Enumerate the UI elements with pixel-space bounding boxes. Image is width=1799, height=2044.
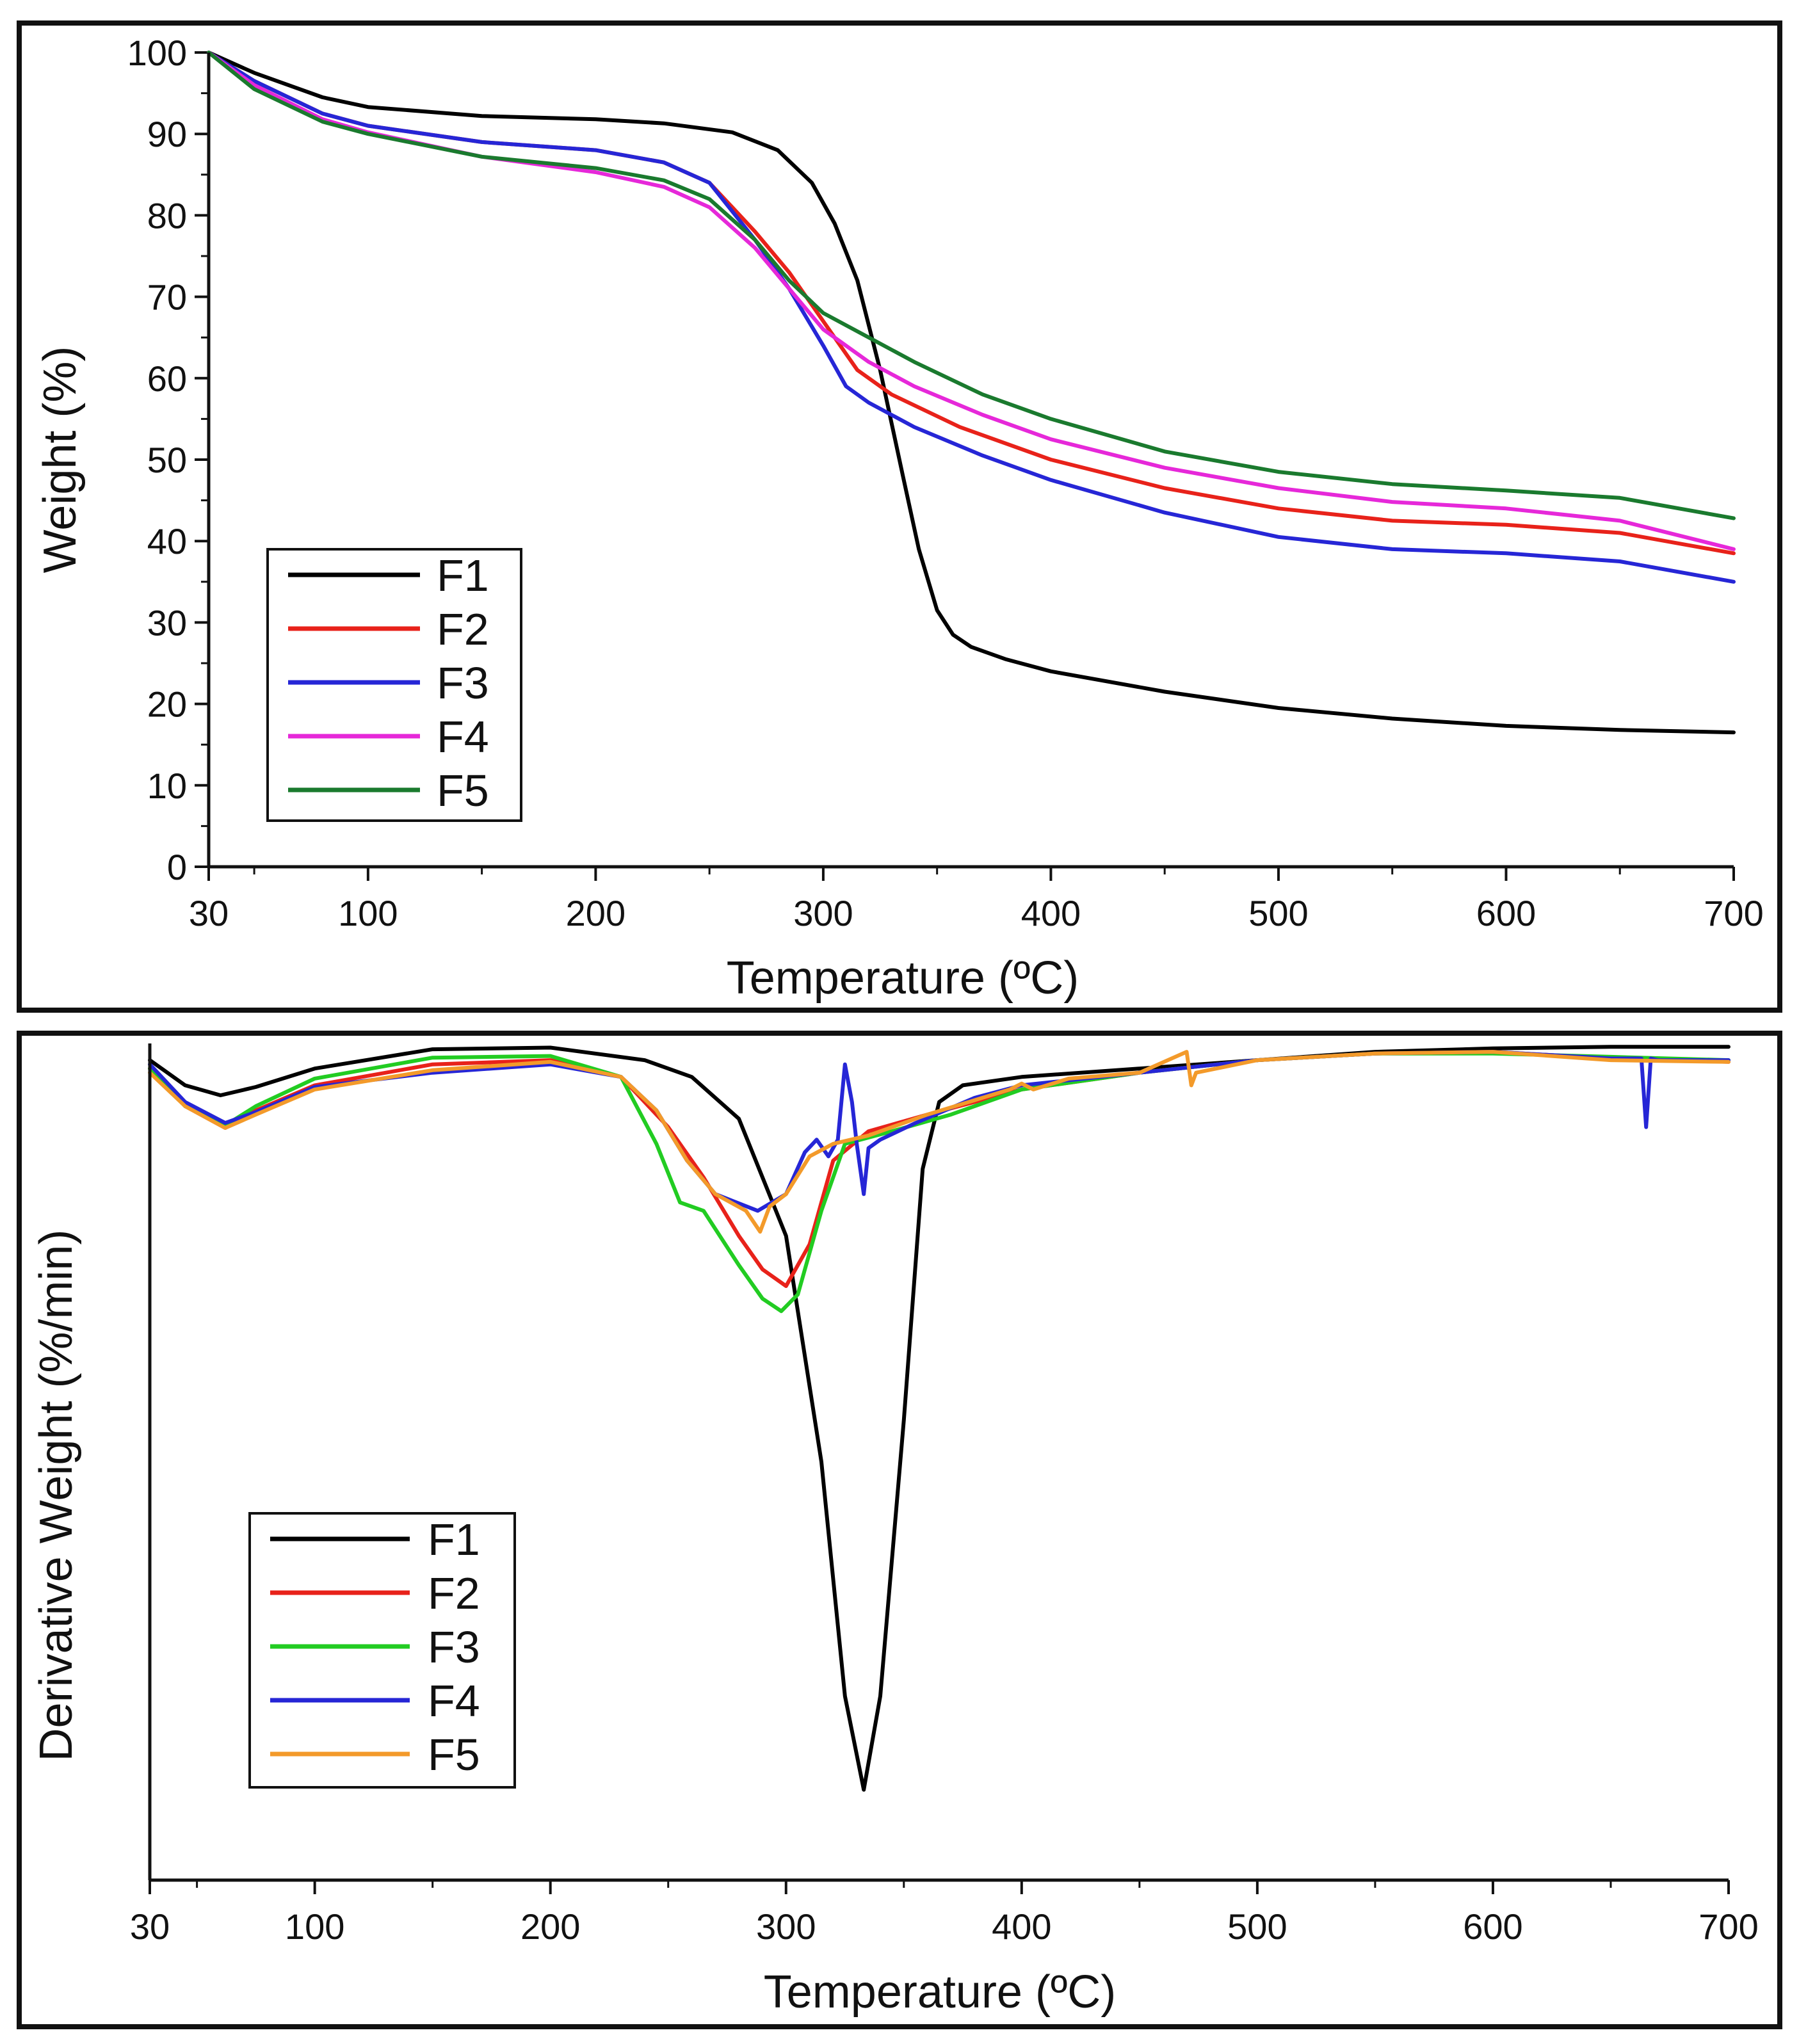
x-tick-label: 700 [1698,1906,1758,1947]
x-tick-label: 200 [520,1906,580,1947]
legend-label: F4 [437,712,489,762]
series-layer [207,51,1736,735]
panel-frame [17,20,1782,1013]
y-axis-title: Derivative Weight (%/min) [31,1230,82,1762]
x-tick-label: 300 [793,893,853,933]
x-axis-title: Temperature (ºC) [764,1967,1116,2018]
y-tick-label: 30 [147,602,187,643]
x-tick-label: 30 [189,893,229,933]
legend-label: F1 [437,551,489,600]
x-tick-label: 600 [1476,893,1536,933]
y-tick-label: 20 [147,684,187,725]
legend-box [248,1512,516,1789]
legend-label: F4 [428,1676,480,1726]
x-tick-label: 500 [1248,893,1308,933]
y-tick-label: 40 [147,521,187,561]
legend-box [266,548,522,822]
legend-label: F5 [428,1730,480,1780]
x-tick-label: 200 [566,893,625,933]
legend-label: F5 [437,766,489,816]
series-line-f5 [148,1050,1730,1234]
series-line-f5 [207,51,1736,520]
y-tick-label: 80 [147,195,187,236]
x-tick-label: 100 [285,1906,344,1947]
x-tick-label: 400 [1021,893,1081,933]
x-tick-label: 700 [1704,893,1763,933]
series-line-f1 [207,51,1736,735]
x-tick-label: 30 [130,1906,170,1947]
legend-label: F2 [437,604,489,654]
y-tick-label: 50 [147,440,187,480]
y-tick-label: 0 [167,847,187,887]
x-tick-label: 300 [756,1906,816,1947]
dtg-panel: 30 100 200 300 400 500 600 700 Temperature (ºC)… [17,1031,1782,2029]
x-tick-label: 600 [1463,1906,1522,1947]
legend-label: F3 [428,1622,480,1672]
y-tick-label: 60 [147,358,187,399]
x-tick-label: 400 [992,1906,1051,1947]
series-line-f3 [207,51,1736,584]
y-axis-title: Weight (%) [35,346,86,574]
legend-label: F1 [428,1515,480,1565]
tga-panel: 30 100 200 300 400 500 600 700 0 10 20 30 40 50 60 70 80… [17,20,1782,1013]
y-tick-label: 100 [127,33,187,73]
tick-group: 30 100 200 300 400 500 600 700 [130,1880,1759,1947]
y-tick-label: 10 [147,766,187,806]
series-layer [148,1045,1730,1792]
x-tick-label: 500 [1227,1906,1287,1947]
x-tick-label: 100 [338,893,398,933]
y-tick-label: 70 [147,277,187,318]
y-tick-label: 90 [147,114,187,154]
legend-label: F2 [428,1568,480,1618]
x-axis-title: Temperature (ºC) [727,953,1079,1004]
tick-group: 30 100 200 300 400 500 600 700 0 10 20 30 40 50 60 70 80… [127,33,1764,933]
legend-label: F3 [437,658,489,708]
